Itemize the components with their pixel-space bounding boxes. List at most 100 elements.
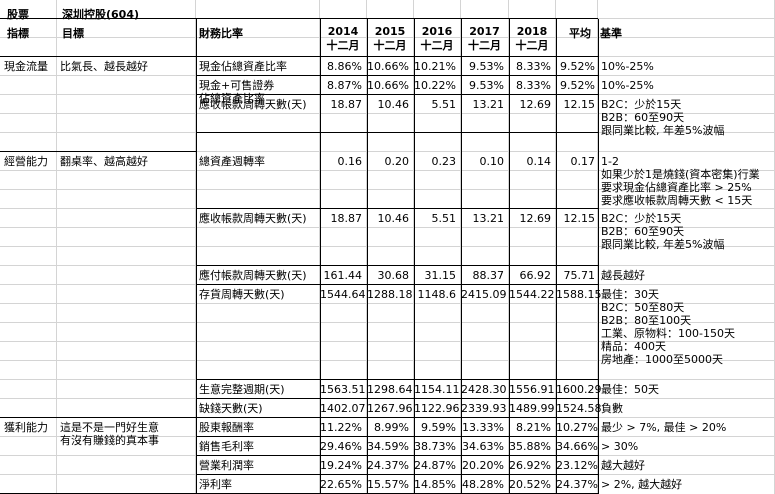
ratio-average[interactable]: 1600.29 — [556, 383, 602, 396]
ratio-value[interactable]: 8.21% — [516, 421, 551, 434]
ratio-average[interactable]: 23.12% — [556, 459, 598, 472]
benchmark-text[interactable]: B2B：60至90天 — [601, 225, 685, 238]
benchmark-text[interactable]: 跟同業比較, 年差5%波幅 — [601, 124, 725, 137]
ratio-value[interactable]: 31.15 — [424, 269, 457, 282]
ratio-value[interactable]: 48.28% — [462, 478, 504, 491]
section-indicator[interactable]: 經營能力 — [4, 155, 48, 168]
section-indicator[interactable]: 獲利能力 — [4, 421, 48, 434]
benchmark-text[interactable]: 最佳：50天 — [601, 383, 659, 396]
ratio-value[interactable]: 0.20 — [384, 155, 410, 168]
benchmark-text[interactable]: 越長越好 — [601, 269, 645, 282]
ratio-value[interactable]: 35.88% — [509, 440, 551, 453]
section-goal[interactable]: 翻桌率、越高越好 — [60, 155, 148, 168]
header-year-month[interactable]: 十二月 — [326, 39, 360, 52]
ratio-average[interactable]: 1524.58 — [556, 402, 602, 415]
company-name[interactable]: 深圳控股(604) — [62, 8, 140, 21]
ratio-value[interactable]: 0.16 — [337, 155, 363, 168]
benchmark-text[interactable]: 10%-25% — [601, 79, 654, 92]
ratio-average[interactable]: 12.15 — [563, 212, 596, 225]
ratio-value[interactable]: 8.86% — [327, 60, 362, 73]
ratio-value[interactable]: 1288.18 — [367, 288, 413, 301]
ratio-name[interactable]: 現金+可售證券 — [199, 79, 275, 92]
benchmark-text[interactable]: 如果少於1是燒錢(資本密集)行業 — [601, 168, 760, 181]
ratio-average[interactable]: 34.66% — [556, 440, 598, 453]
ratio-value[interactable]: 34.63% — [462, 440, 504, 453]
ratio-value[interactable]: 13.21 — [472, 98, 505, 111]
ratio-value[interactable]: 66.92 — [519, 269, 552, 282]
benchmark-text[interactable]: 要求現金佔總資產比率 > 25% — [601, 181, 752, 194]
benchmark-text[interactable]: 最少 > 7%, 最佳 > 20% — [601, 421, 727, 434]
ratio-value[interactable]: 18.87 — [330, 98, 363, 111]
ratio-value[interactable]: 30.68 — [377, 269, 410, 282]
ratio-value[interactable]: 18.87 — [330, 212, 363, 225]
ratio-value[interactable]: 9.53% — [469, 60, 504, 73]
ratio-value[interactable]: 1556.91 — [509, 383, 555, 396]
ratio-average[interactable]: 24.37% — [556, 478, 598, 491]
benchmark-text[interactable]: 精品：400天 — [601, 340, 666, 353]
header-year[interactable]: 2015 — [374, 25, 406, 38]
ratio-value[interactable]: 1544.22 — [509, 288, 555, 301]
ratio-name[interactable]: 銷售毛利率 — [199, 440, 254, 453]
ratio-name[interactable]: 股東報酬率 — [199, 421, 254, 434]
ratio-value[interactable]: 1122.96 — [414, 402, 460, 415]
header-year[interactable]: 2014 — [327, 25, 359, 38]
ratio-value[interactable]: 1148.6 — [417, 288, 457, 301]
ratio-name[interactable]: 應付帳款周轉天數(天) — [199, 269, 307, 282]
benchmark-text[interactable]: 1-2 — [601, 155, 619, 168]
ratio-average[interactable]: 1588.15 — [556, 288, 602, 301]
ratio-value[interactable]: 10.66% — [367, 60, 409, 73]
benchmark-text[interactable]: B2C：少於15天 — [601, 212, 682, 225]
ratio-average[interactable]: 9.52% — [560, 60, 595, 73]
benchmark-text[interactable]: > 30% — [601, 440, 639, 453]
header-year-month[interactable]: 十二月 — [373, 39, 407, 52]
ratio-value[interactable]: 10.46 — [377, 212, 410, 225]
ratio-name[interactable]: 應收帳款周轉天數(天) — [199, 212, 307, 225]
ratio-value[interactable]: 12.69 — [519, 98, 552, 111]
ratio-value[interactable]: 13.21 — [472, 212, 505, 225]
ratio-name[interactable]: 營業利潤率 — [199, 459, 254, 472]
benchmark-text[interactable]: B2C：50至80天 — [601, 301, 685, 314]
benchmark-text[interactable]: 房地產：1000至5000天 — [601, 353, 723, 366]
section-goal[interactable]: 比氣長、越長越好 — [60, 60, 148, 73]
section-goal[interactable]: 這是不是一門好生意 — [60, 421, 159, 434]
ratio-value[interactable]: 1298.64 — [367, 383, 413, 396]
ratio-value[interactable]: 38.73% — [414, 440, 456, 453]
ratio-value[interactable]: 1402.07 — [320, 402, 366, 415]
benchmark-text[interactable]: 10%-25% — [601, 60, 654, 73]
ratio-value[interactable]: 1544.64 — [320, 288, 366, 301]
section-indicator[interactable]: 現金流量 — [4, 60, 48, 73]
header-average[interactable]: 平均 — [569, 27, 591, 40]
ratio-average[interactable]: 0.17 — [570, 155, 596, 168]
ratio-value[interactable]: 2415.09 — [461, 288, 507, 301]
ratio-average[interactable]: 9.52% — [560, 79, 595, 92]
ratio-name[interactable]: 生意完整週期(天) — [199, 383, 285, 396]
benchmark-text[interactable]: B2B：60至90天 — [601, 111, 685, 124]
header-year-month[interactable]: 十二月 — [420, 39, 454, 52]
ratio-name[interactable]: 佔總資產比率 — [199, 92, 265, 105]
ratio-value[interactable]: 1154.11 — [414, 383, 460, 396]
ratio-average[interactable]: 12.15 — [563, 98, 596, 111]
ratio-value[interactable]: 19.24% — [320, 459, 362, 472]
ratio-value[interactable]: 20.20% — [462, 459, 504, 472]
ratio-name[interactable]: 現金佔總資產比率 — [199, 60, 287, 73]
header-year[interactable]: 2018 — [516, 25, 548, 38]
ratio-value[interactable]: 24.87% — [414, 459, 456, 472]
ratio-value[interactable]: 9.59% — [421, 421, 456, 434]
header-year-month[interactable]: 十二月 — [468, 39, 501, 52]
ratio-name[interactable]: 總資產週轉率 — [199, 155, 265, 168]
ratio-value[interactable]: 20.52% — [509, 478, 551, 491]
ratio-name[interactable]: 應收帳款周轉天數(天) — [199, 98, 307, 111]
header-year-month[interactable]: 十二月 — [515, 39, 549, 52]
ratio-name[interactable]: 存貨周轉天數(天) — [199, 288, 285, 301]
benchmark-text[interactable]: 最佳：30天 — [601, 288, 659, 301]
benchmark-text[interactable]: > 2%, 越大越好 — [601, 478, 683, 491]
header-benchmark[interactable]: 基準 — [600, 27, 622, 40]
ratio-value[interactable]: 8.33% — [516, 79, 551, 92]
header-goal[interactable]: 目標 — [62, 27, 84, 40]
header-ratio[interactable]: 財務比率 — [199, 27, 243, 40]
header-year[interactable]: 2016 — [421, 25, 453, 38]
benchmark-text[interactable]: B2B：80至100天 — [601, 314, 692, 327]
ratio-value[interactable]: 22.65% — [320, 478, 362, 491]
ratio-value[interactable]: 1489.99 — [509, 402, 555, 415]
ratio-value[interactable]: 10.66% — [367, 79, 409, 92]
